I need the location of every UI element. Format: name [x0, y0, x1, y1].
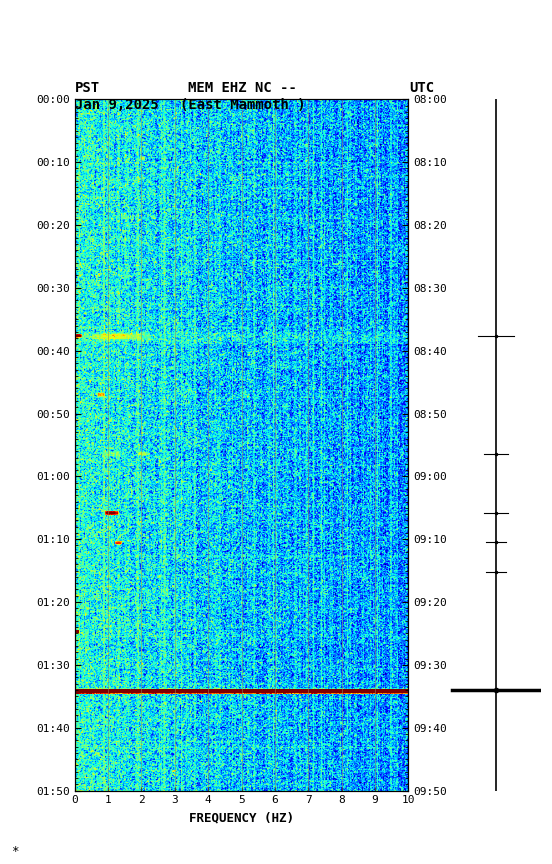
Text: (East Mammoth ): (East Mammoth ) [180, 98, 306, 111]
X-axis label: FREQUENCY (HZ): FREQUENCY (HZ) [189, 811, 294, 824]
Text: MEM EHZ NC --: MEM EHZ NC -- [188, 81, 298, 95]
Text: PST: PST [75, 81, 100, 95]
Text: UTC: UTC [410, 81, 435, 95]
Text: *: * [11, 845, 19, 858]
Text: Jan 9,2025: Jan 9,2025 [75, 98, 158, 111]
